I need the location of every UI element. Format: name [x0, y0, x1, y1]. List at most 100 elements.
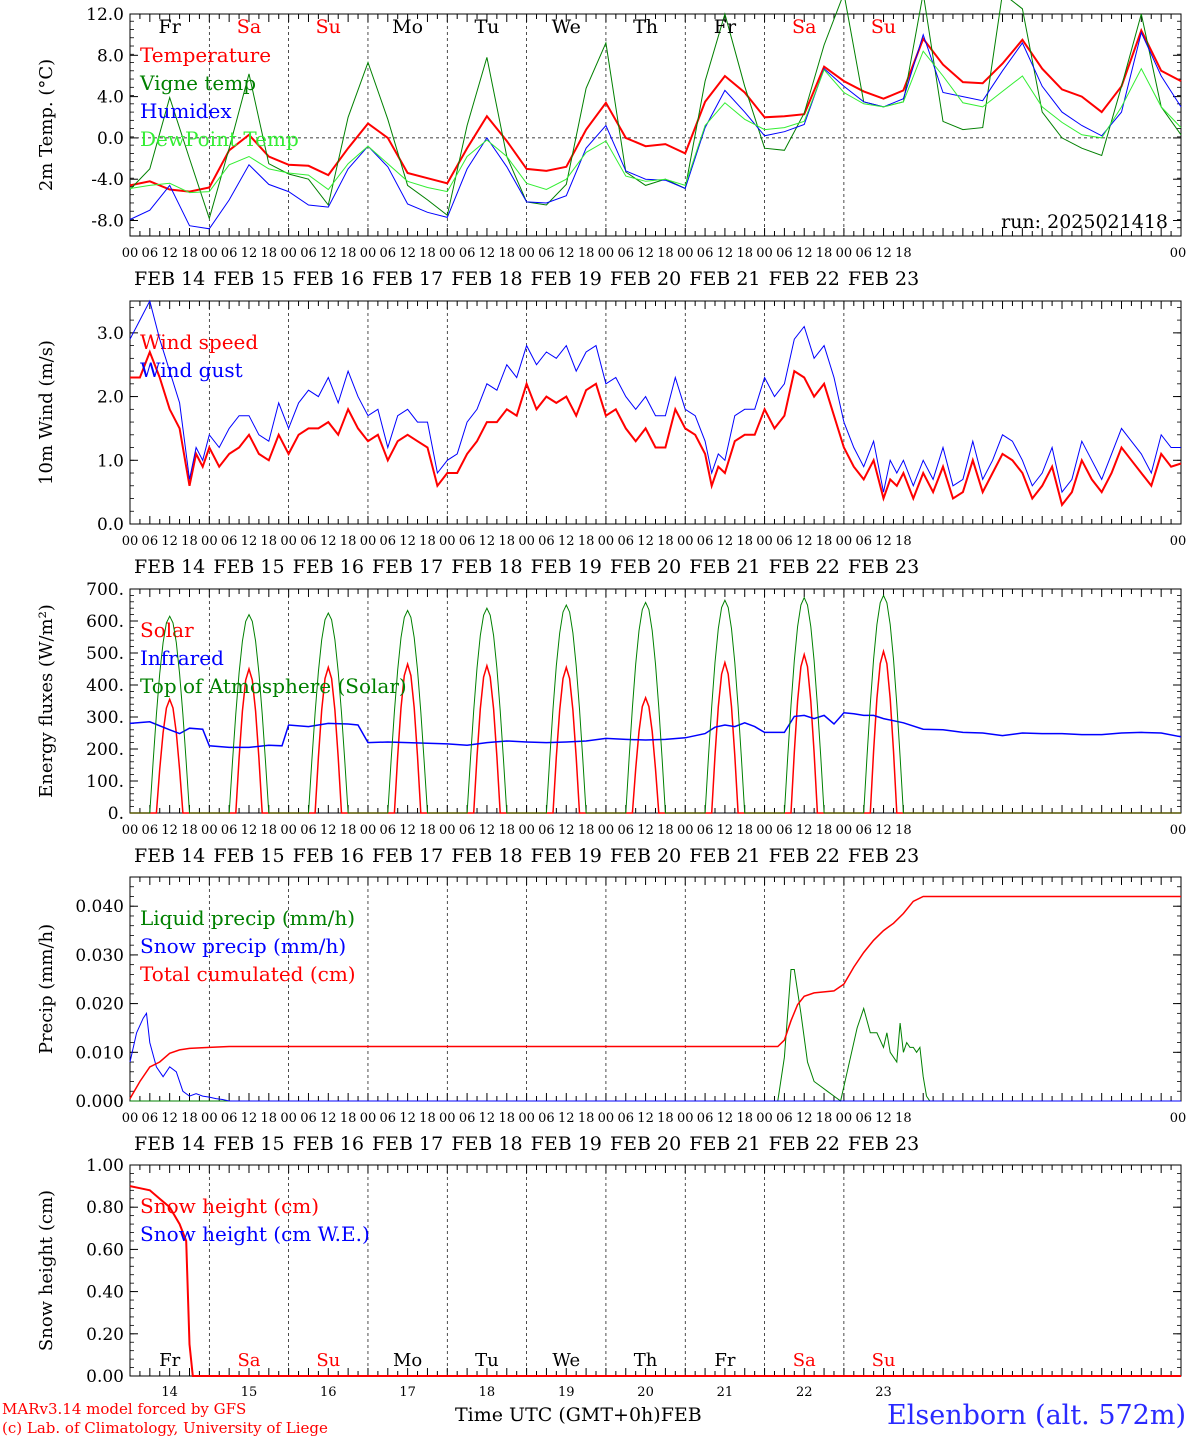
x-date-label: FEB 19	[531, 1133, 602, 1155]
weekday-label: Th	[633, 16, 658, 38]
x-hour-label: 18	[181, 1111, 198, 1126]
y-tick-label: -4.0	[91, 170, 124, 190]
x-date-label: FEB 17	[372, 268, 443, 290]
x-date-label: FEB 22	[769, 845, 840, 867]
x-hour-label: 06	[538, 823, 555, 838]
x-hour-label: 00	[439, 246, 456, 261]
x-hour-label: 06	[855, 534, 872, 549]
x-hour-label: 06	[142, 823, 159, 838]
y-tick-label: 0.00	[86, 1367, 124, 1387]
day-number-label: 22	[796, 1385, 813, 1400]
x-axis-title-text: Time UTC (GMT+0h)	[455, 1404, 661, 1426]
y-tick-label: 200.	[86, 740, 124, 760]
x-hour-label: 00	[280, 823, 297, 838]
x-hour-label: 00	[360, 534, 377, 549]
x-hour-label: 12	[320, 823, 337, 838]
x-hour-label: 12	[637, 1111, 654, 1126]
x-hour-label: 00	[280, 246, 297, 261]
legend-entry: Wind gust	[140, 358, 243, 382]
legend-entry: Snow precip (mm/h)	[140, 934, 346, 958]
x-hour-label: 06	[221, 823, 238, 838]
weekday-label-bottom: Th	[634, 1350, 658, 1371]
weekday-label-bottom: We	[552, 1350, 580, 1371]
weekday-label: Sa	[237, 16, 261, 38]
day-number-label: 19	[558, 1385, 575, 1400]
y-tick-label: 700.	[86, 580, 124, 600]
x-hour-label: 18	[657, 246, 674, 261]
x-hour-label: 00	[360, 823, 377, 838]
x-hour-label: 18	[816, 246, 833, 261]
x-hour-label: 06	[617, 534, 634, 549]
y-tick-label: 0.0	[97, 515, 124, 535]
x-hour-label: 12	[241, 1111, 258, 1126]
x-hour-label: 18	[261, 246, 278, 261]
x-hour-label: 06	[855, 246, 872, 261]
x-date-label: FEB 23	[848, 556, 919, 578]
x-hour-label: 00	[201, 534, 218, 549]
x-date-label: FEB 21	[689, 556, 760, 578]
x-hour-label: 12	[320, 534, 337, 549]
weekday-label-bottom: Sa	[793, 1350, 816, 1371]
x-hour-label: 18	[578, 823, 595, 838]
x-hour-label: 00	[836, 534, 853, 549]
day-number-label: 16	[320, 1385, 337, 1400]
x-hour-label: 06	[142, 246, 159, 261]
weekday-label: Mo	[392, 16, 423, 38]
x-hour-label: 18	[578, 1111, 595, 1126]
x-hour-label: 06	[538, 246, 555, 261]
x-hour-label: 00	[518, 1111, 535, 1126]
x-hour-label: 18	[816, 823, 833, 838]
x-date-label: FEB 22	[769, 1133, 840, 1155]
x-hour-label: 00	[836, 246, 853, 261]
y-tick-label: 0.80	[86, 1198, 124, 1218]
x-hour-label: 00	[439, 534, 456, 549]
x-hour-label: 18	[419, 246, 436, 261]
x-hour-label: 06	[459, 246, 476, 261]
x-hour-label: 12	[320, 1111, 337, 1126]
weekday-label: Fr	[714, 16, 737, 38]
weekday-label-bottom: Su	[872, 1350, 896, 1371]
x-hour-label: 18	[816, 1111, 833, 1126]
x-hour-label: 06	[697, 534, 714, 549]
legend-entry: Total cumulated (cm)	[140, 962, 356, 986]
x-hour-label: 18	[736, 534, 753, 549]
x-axis-month: FEB	[660, 1404, 702, 1426]
series-line-infrared	[129, 712, 1182, 749]
y-axis-label: Energy fluxes (W/m²)	[36, 604, 57, 798]
day-number-label: 14	[161, 1385, 178, 1400]
x-date-label: FEB 15	[213, 845, 284, 867]
x-hour-label: 18	[895, 1111, 912, 1126]
weekday-label: Fr	[159, 16, 182, 38]
x-hour-label: 00	[122, 246, 139, 261]
x-hour-label: 18	[340, 1111, 357, 1126]
x-hour-label: 06	[380, 823, 397, 838]
x-hour-label: 00	[201, 1111, 218, 1126]
x-hour-label: 18	[736, 823, 753, 838]
x-hour-label: 18	[657, 823, 674, 838]
x-hour-label: 12	[875, 246, 892, 261]
x-hour-label: 18	[816, 534, 833, 549]
series-line-snow-height-cm-	[129, 1185, 1181, 1377]
x-hour-label: 06	[617, 246, 634, 261]
panel-temperature: 12.0 8.0 4.0 0.0 -4.0 -8.0 2m Temp. (°C) Temper…	[36, 0, 1186, 290]
x-hour-label: 18	[895, 246, 912, 261]
x-date-label: FEB 14	[134, 268, 205, 290]
series-line-total-cumulated-cm-	[129, 895, 1181, 1099]
x-hour-label: 18	[340, 823, 357, 838]
x-date-label: FEB 21	[689, 1133, 760, 1155]
x-date-label: FEB 18	[451, 556, 522, 578]
y-axis-label: Precip (mm/h)	[36, 924, 57, 1054]
series-line-snow-precip-mm-h-	[129, 1011, 1181, 1102]
x-hour-label: 12	[796, 534, 813, 549]
x-hour-label: 12	[558, 246, 575, 261]
x-hour-label: 12	[241, 534, 258, 549]
x-hour-label: 12	[796, 1111, 813, 1126]
series-line-dewpoint-temp	[129, 50, 1182, 194]
x-hour-label: 00	[1170, 823, 1187, 838]
y-tick-label: 1.00	[86, 1156, 124, 1176]
panel-energy: 0. 100. 200. 300. 400. 500. 600. 700. Energy flu…	[36, 580, 1186, 867]
x-hour-label: 18	[419, 1111, 436, 1126]
run-label: run: 2025021418	[1001, 211, 1168, 233]
day-number-label: 18	[479, 1385, 496, 1400]
x-hour-label: 12	[399, 246, 416, 261]
